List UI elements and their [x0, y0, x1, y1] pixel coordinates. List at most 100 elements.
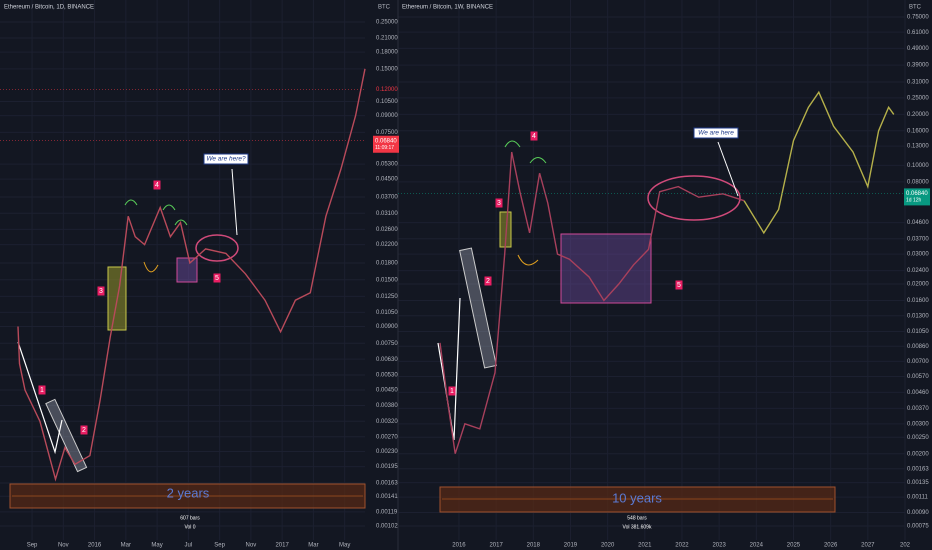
y-tick-label: 0.01300 [907, 313, 929, 319]
y-tick-label: 0.13000 [907, 144, 929, 150]
x-tick-label: 2016 [452, 543, 466, 549]
ellipse [647, 175, 741, 221]
annotation-badge [448, 386, 456, 396]
arc [517, 254, 539, 266]
y-tick-label: 0.07500 [376, 130, 398, 136]
y-tick-label: 0.03000 [907, 252, 929, 258]
chart-pane [398, 0, 906, 540]
x-tick-label: Nov [246, 543, 257, 549]
countdown: 11:09:17 [375, 145, 394, 151]
annotation-label: 2 [82, 427, 86, 434]
x-tick-label: Jul [185, 543, 193, 549]
x-tick-label: 2024 [750, 543, 764, 549]
price-alert-label: 0.12000 [376, 87, 398, 93]
annotation-label: 5 [677, 282, 681, 289]
y-tick-label: 0.16000 [907, 128, 929, 134]
arc [124, 199, 138, 206]
y-tick-label: 0.01250 [376, 294, 398, 300]
box [176, 257, 198, 283]
arc [529, 157, 547, 164]
chart-header: Ethereum / Bitcoin, 1W, BINANCE [402, 5, 493, 11]
range-info: Vol 0 [184, 524, 195, 530]
price-line [439, 151, 745, 454]
x-tick-label: 2018 [527, 543, 541, 549]
axis-unit: BTC [909, 5, 922, 11]
y-tick-label: 0.61000 [907, 30, 929, 36]
x-tick-label: 2020 [601, 543, 615, 549]
y-tick-label: 0.00530 [376, 373, 398, 379]
axis-unit: BTC [378, 5, 391, 11]
arrow [17, 341, 63, 455]
y-tick-label: 0.01600 [907, 298, 929, 304]
y-tick-label: 0.00700 [907, 359, 929, 365]
annotation-label: 3 [99, 288, 103, 295]
y-tick-label: 0.04600 [907, 220, 929, 226]
arc [162, 204, 176, 211]
price-line [17, 68, 366, 482]
y-tick-label: 0.00200 [907, 451, 929, 457]
y-tick-label: 0.00300 [907, 421, 929, 427]
y-tick-label: 0.00102 [376, 524, 398, 530]
arc [504, 140, 521, 148]
y-tick-label: 0.03700 [907, 236, 929, 242]
y-tick-label: 0.08000 [907, 179, 929, 185]
x-tick-label: Mar [121, 543, 131, 549]
annotation-badge [153, 180, 161, 190]
y-tick-label: 0.00750 [376, 341, 398, 347]
price-line [743, 90, 895, 235]
y-tick-label: 0.00163 [376, 481, 398, 487]
y-tick-label: 0.00900 [376, 324, 398, 330]
y-tick-label: 0.02400 [907, 268, 929, 274]
y-tick-label: 0.01500 [376, 277, 398, 283]
drawings [9, 0, 836, 550]
y-tick-label: 0.03100 [376, 211, 398, 217]
y-tick-label: 0.10000 [907, 163, 929, 169]
x-tick-label: 2025 [787, 543, 801, 549]
x-tick-label: 2017 [489, 543, 503, 549]
callout-box [693, 127, 739, 139]
annotation-badge [495, 198, 503, 208]
x-tick-label: 2023 [712, 543, 726, 549]
box [459, 247, 497, 369]
range-info: 548 bars [627, 515, 647, 521]
annotation-label: 1 [450, 388, 454, 395]
box [45, 398, 88, 473]
x-tick-label: 2021 [638, 543, 652, 549]
chart-header: Ethereum / Bitcoin, 1D, BINANCE [4, 5, 94, 11]
y-tick-label: 0.75000 [907, 15, 929, 21]
y-tick-label: 0.00370 [907, 406, 929, 412]
y-tick-label: 0.31000 [907, 80, 929, 86]
y-tick-label: 0.00450 [376, 388, 398, 394]
chart-pane [0, 0, 365, 540]
arc [174, 219, 188, 226]
y-tick-label: 0.00111 [907, 495, 928, 501]
price-tag [904, 188, 930, 206]
annotation-badge [97, 286, 105, 296]
x-tick-label: 2022 [675, 543, 689, 549]
y-tick-label: 0.00163 [907, 466, 929, 472]
annotation-label: 5 [215, 275, 219, 282]
y-tick-label: 0.00860 [907, 344, 929, 350]
range-box [439, 486, 836, 513]
y-tick-label: 0.00250 [907, 435, 929, 441]
price-tag-label: 0.06840 [375, 138, 397, 144]
y-tick-label: 0.39000 [907, 63, 929, 69]
callout-box [203, 153, 249, 165]
range-label: 2 years [167, 485, 210, 500]
x-tick-label: Nov [58, 543, 69, 549]
annotation-label: 3 [497, 200, 501, 207]
y-tick-label: 0.10500 [376, 99, 398, 105]
annotation-label: 2 [486, 278, 490, 285]
price-tag [373, 135, 399, 153]
x-tick-label: 2019 [564, 543, 578, 549]
y-tick-label: 0.02200 [376, 242, 398, 248]
y-tick-label: 0.02600 [376, 227, 398, 233]
x-tick-label: 202 [900, 543, 911, 549]
x-tick-label: May [339, 543, 350, 549]
y-tick-label: 0.49000 [907, 46, 929, 52]
x-tick-label: 2027 [861, 543, 875, 549]
callout-label: We are here? [206, 156, 246, 163]
x-tick-label: 2016 [88, 543, 102, 549]
y-tick-label: 0.00119 [376, 509, 398, 515]
y-tick-label: 0.21000 [376, 36, 398, 42]
